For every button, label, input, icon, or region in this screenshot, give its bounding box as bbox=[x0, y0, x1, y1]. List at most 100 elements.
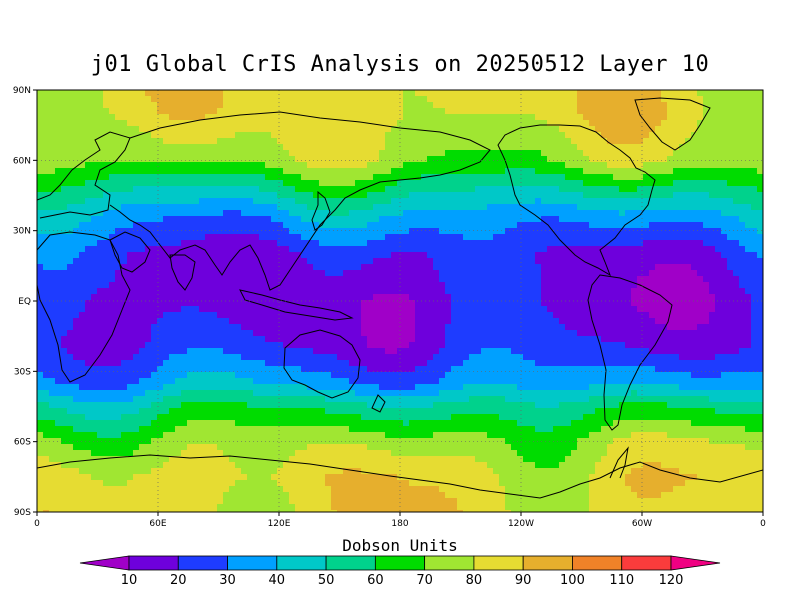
field-cell bbox=[181, 180, 188, 187]
field-cell bbox=[307, 138, 314, 145]
field-cell bbox=[685, 234, 692, 241]
field-cell bbox=[481, 108, 488, 115]
field-cell bbox=[133, 240, 140, 247]
field-cell bbox=[439, 174, 446, 181]
field-cell bbox=[43, 90, 50, 97]
field-cell bbox=[127, 132, 134, 139]
field-cell bbox=[325, 114, 332, 121]
field-cell bbox=[73, 204, 80, 211]
field-cell bbox=[355, 192, 362, 199]
field-cell bbox=[451, 330, 458, 337]
field-cell bbox=[349, 150, 356, 157]
field-cell bbox=[85, 318, 92, 325]
field-cell bbox=[469, 174, 476, 181]
field-cell bbox=[565, 240, 572, 247]
field-cell bbox=[373, 114, 380, 121]
field-cell bbox=[493, 198, 500, 205]
field-cell bbox=[271, 204, 278, 211]
field-cell bbox=[499, 144, 506, 151]
field-cell bbox=[157, 336, 164, 343]
field-cell bbox=[391, 300, 398, 307]
field-cell bbox=[463, 108, 470, 115]
field-cell bbox=[241, 324, 248, 331]
field-cell bbox=[757, 96, 763, 103]
field-cell bbox=[337, 270, 344, 277]
field-cell bbox=[523, 186, 530, 193]
field-cell bbox=[733, 156, 740, 163]
field-cell bbox=[49, 216, 56, 223]
field-cell bbox=[247, 288, 254, 295]
field-cell bbox=[85, 300, 92, 307]
field-cell bbox=[361, 198, 368, 205]
field-cell bbox=[145, 246, 152, 253]
field-cell bbox=[73, 138, 80, 145]
field-cell bbox=[409, 252, 416, 259]
field-cell bbox=[415, 324, 422, 331]
field-cell bbox=[211, 210, 218, 217]
field-cell bbox=[49, 210, 56, 217]
field-cell bbox=[217, 318, 224, 325]
field-cell bbox=[487, 198, 494, 205]
field-cell bbox=[523, 156, 530, 163]
field-cell bbox=[85, 186, 92, 193]
field-cell bbox=[343, 258, 350, 265]
field-cell bbox=[469, 204, 476, 211]
field-cell bbox=[391, 264, 398, 271]
field-cell bbox=[163, 330, 170, 337]
field-cell bbox=[433, 258, 440, 265]
field-cell bbox=[235, 150, 242, 157]
field-cell bbox=[79, 324, 86, 331]
field-cell bbox=[541, 264, 548, 271]
field-cell bbox=[169, 96, 176, 103]
field-cell bbox=[661, 192, 668, 199]
field-cell bbox=[79, 162, 86, 169]
field-cell bbox=[73, 246, 80, 253]
field-cell bbox=[445, 108, 452, 115]
field-cell bbox=[355, 306, 362, 313]
field-cell bbox=[697, 126, 704, 133]
field-cell bbox=[289, 186, 296, 193]
field-cell bbox=[595, 318, 602, 325]
field-cell bbox=[421, 132, 428, 139]
field-cell bbox=[505, 216, 512, 223]
field-cell bbox=[571, 282, 578, 289]
field-cell bbox=[445, 138, 452, 145]
field-cell bbox=[505, 120, 512, 127]
field-cell bbox=[379, 240, 386, 247]
field-cell bbox=[229, 252, 236, 259]
field-cell bbox=[253, 150, 260, 157]
field-cell bbox=[667, 168, 674, 175]
field-cell bbox=[619, 198, 626, 205]
field-cell bbox=[439, 330, 446, 337]
field-cell bbox=[277, 156, 284, 163]
field-cell bbox=[55, 192, 62, 199]
field-cell bbox=[433, 240, 440, 247]
field-cell bbox=[703, 114, 710, 121]
field-cell bbox=[433, 126, 440, 133]
field-cell bbox=[667, 228, 674, 235]
field-cell bbox=[271, 216, 278, 223]
field-cell bbox=[79, 282, 86, 289]
field-cell bbox=[37, 138, 44, 145]
field-cell bbox=[439, 276, 446, 283]
field-cell bbox=[295, 192, 302, 199]
field-cell bbox=[277, 198, 284, 205]
field-cell bbox=[355, 318, 362, 325]
field-cell bbox=[643, 90, 650, 97]
field-cell bbox=[349, 288, 356, 295]
field-cell bbox=[457, 198, 464, 205]
field-cell bbox=[103, 252, 110, 259]
field-cell bbox=[55, 300, 62, 307]
field-cell bbox=[187, 270, 194, 277]
field-cell bbox=[685, 204, 692, 211]
field-cell bbox=[751, 96, 758, 103]
field-cell bbox=[463, 264, 470, 271]
field-cell bbox=[637, 288, 644, 295]
field-cell bbox=[433, 270, 440, 277]
field-cell bbox=[577, 276, 584, 283]
field-cell bbox=[601, 126, 608, 133]
field-cell bbox=[733, 330, 740, 337]
field-cell bbox=[517, 186, 524, 193]
field-cell bbox=[457, 210, 464, 217]
field-cell bbox=[571, 300, 578, 307]
